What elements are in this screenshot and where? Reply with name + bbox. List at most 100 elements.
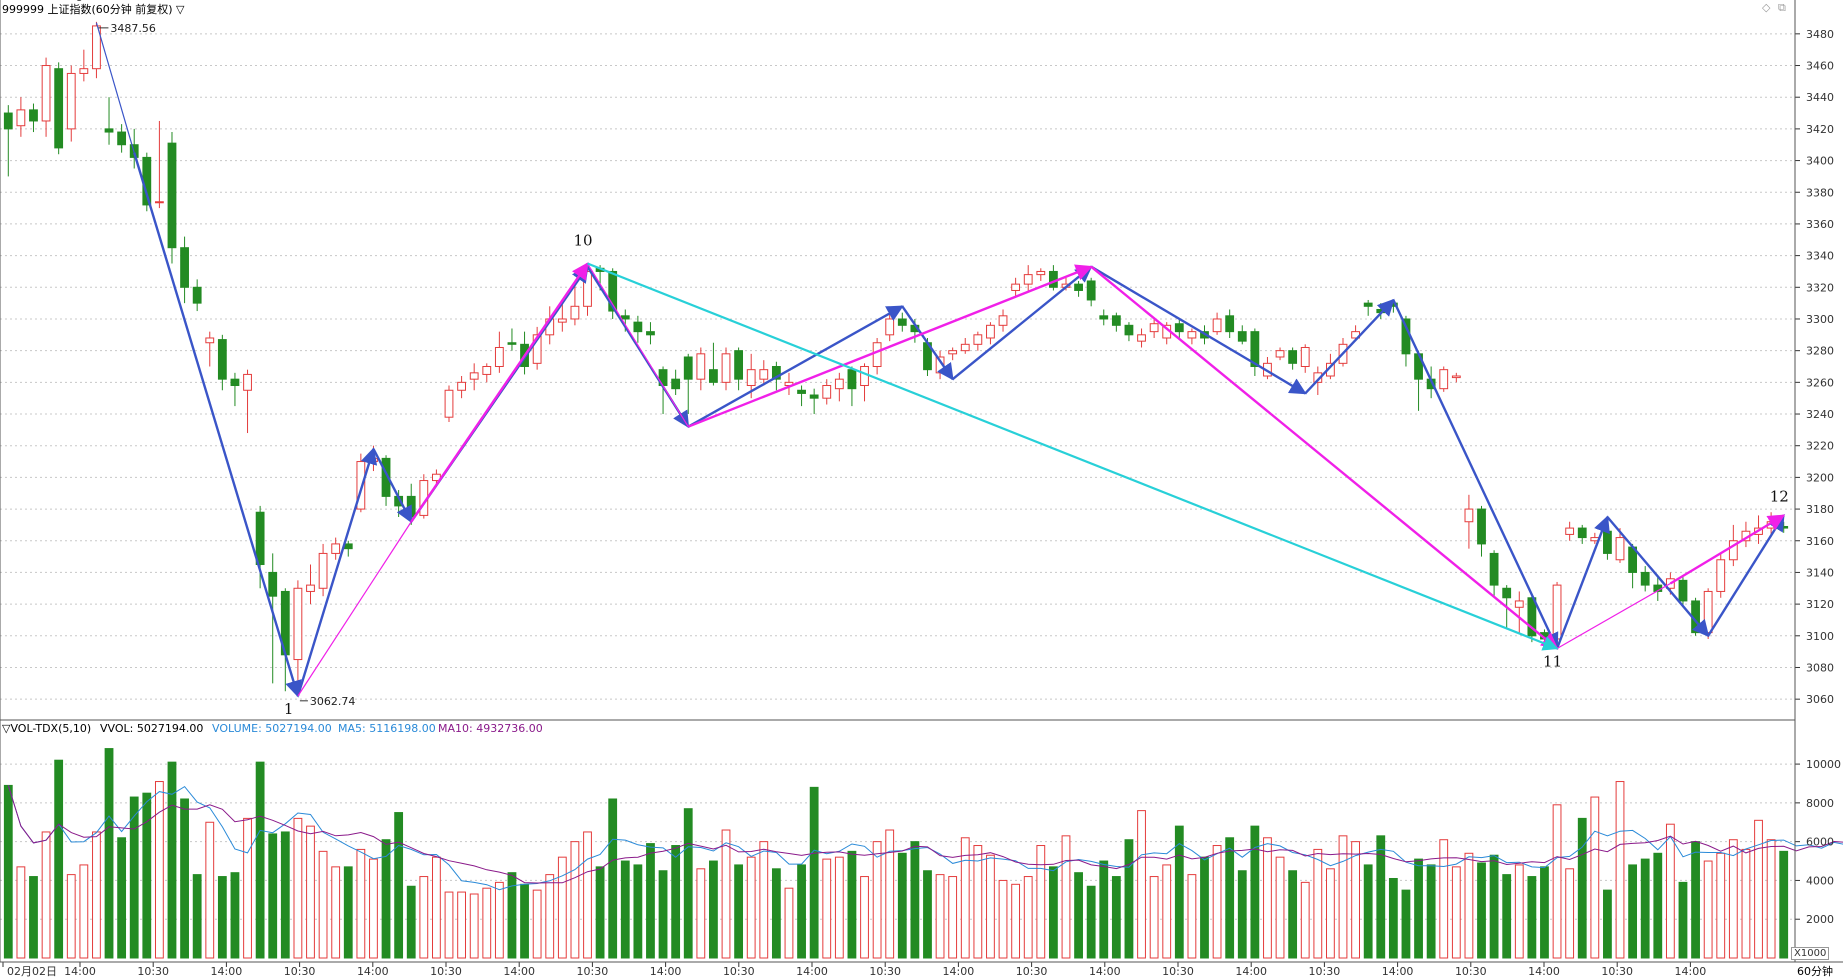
candle-down [29, 109, 38, 122]
volume-bar [860, 876, 869, 959]
x-tick-label: 10:30 [430, 965, 462, 978]
volume-bar [154, 781, 164, 959]
volume-tick-label: 10000 [1806, 758, 1841, 771]
candle-up [822, 385, 832, 399]
price-tick-label: 3440 [1806, 91, 1834, 104]
x-tick-label: 10:30 [1309, 965, 1341, 978]
wave-label: 12 [1770, 487, 1789, 505]
candle-up [457, 381, 466, 391]
candle-down [646, 331, 655, 336]
volume-bar [1414, 858, 1423, 959]
volume-bar [306, 825, 315, 959]
volume-bar [872, 841, 882, 959]
candle-down [1225, 315, 1235, 333]
x-tick-label: 14:00 [796, 965, 828, 978]
candle-down [507, 342, 517, 345]
volume-bar [1665, 823, 1675, 959]
price-tick-label: 3260 [1806, 376, 1834, 389]
volume-bar [1074, 872, 1083, 959]
volume-bar [709, 860, 718, 959]
volume-bar [1338, 835, 1348, 959]
volume-bar [1351, 841, 1360, 959]
volume-bar [230, 872, 240, 959]
diamond-icon[interactable]: ◇ [1762, 1, 1771, 14]
candle-down [683, 356, 693, 380]
volume-bar [910, 841, 920, 959]
volume-bar [935, 874, 945, 959]
volume-bar [620, 860, 630, 959]
volume-bar [557, 856, 567, 959]
candle-down [1477, 508, 1486, 545]
volume-bar [1514, 864, 1524, 959]
candle-down [255, 511, 265, 566]
candle-down [1174, 323, 1184, 333]
candle-down [1489, 552, 1499, 586]
volume-bar [759, 841, 769, 959]
candle-up [1023, 274, 1033, 285]
wave-line-magenta [1669, 514, 1786, 585]
restore-icon[interactable]: ⧉ [1778, 1, 1786, 14]
volume-bar [1653, 852, 1663, 959]
volume-bar [1603, 889, 1612, 959]
price-tick-label: 3420 [1806, 123, 1834, 136]
volume-bar [1540, 866, 1549, 959]
candle-down [633, 321, 643, 333]
chart-title[interactable]: 999999 上证指数(60分钟 前复权) ▽ [2, 3, 185, 16]
volume-bar [243, 817, 252, 959]
x-tick-label: 10:30 [1455, 965, 1487, 978]
x-tick-label: 14:00 [64, 965, 96, 978]
volume-bar [683, 808, 693, 959]
candle-down [608, 270, 618, 312]
candle-up [1149, 323, 1159, 333]
x-tick-label: 14:00 [1528, 965, 1560, 978]
volume-bar [180, 798, 189, 959]
volume-bar [293, 817, 303, 959]
candle-down [117, 131, 127, 146]
candle-up [306, 584, 315, 592]
wave-line-magenta [297, 521, 412, 697]
candle-up [1464, 508, 1474, 523]
price-tick-label: 3460 [1806, 60, 1834, 73]
volume-bar [457, 891, 466, 959]
candle-up [986, 324, 995, 339]
x-tick-label: 14:00 [211, 965, 243, 978]
price-tick-label: 3240 [1806, 408, 1834, 421]
volume-bar [658, 870, 668, 959]
volume-bar [1250, 825, 1260, 959]
wave-line-magenta [410, 262, 589, 523]
volume-bar [507, 872, 517, 959]
candle-up [41, 65, 51, 122]
wave-line-magenta [687, 264, 1093, 428]
volume-bar [419, 876, 429, 959]
price-tick-label: 3140 [1806, 566, 1834, 579]
candle-up [885, 318, 895, 336]
volume-bar [369, 858, 378, 959]
candle-up [1212, 318, 1222, 333]
volume-bar [1174, 825, 1184, 959]
price-tick-label: 3220 [1806, 440, 1834, 453]
x-tick-label: 14:00 [1235, 965, 1267, 978]
x-tick-label: 10:30 [1601, 965, 1633, 978]
volume-bar [1477, 862, 1486, 959]
volume-bar [104, 748, 114, 959]
vvol-value: VVOL: 5027194.00 [100, 722, 204, 735]
candle-up [1011, 283, 1021, 291]
volume-indicator-name[interactable]: ▽VOL-TDX(5,10) [2, 722, 92, 735]
candle-down [1086, 280, 1096, 301]
x-tick-label: 14:00 [357, 965, 389, 978]
volume-bar [1162, 864, 1172, 959]
volume-bar [1464, 852, 1474, 959]
volume-bar [1263, 837, 1272, 959]
volume-bar [1363, 864, 1373, 959]
wave-line-magenta [586, 263, 689, 428]
vol-unit-label: X1000 [1791, 947, 1830, 960]
candle-down [1779, 525, 1789, 529]
ma5-line [7, 785, 1843, 891]
period-label[interactable]: 60分钟 [1797, 965, 1833, 978]
volume-bar [771, 868, 781, 959]
volume-bar [646, 843, 655, 959]
candle-down [343, 543, 353, 550]
volume-bar [948, 876, 958, 959]
volume-bar [1502, 874, 1512, 959]
